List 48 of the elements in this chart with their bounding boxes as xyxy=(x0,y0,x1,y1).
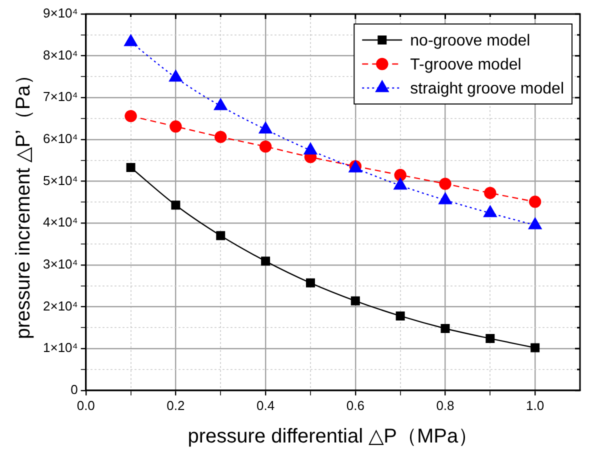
point xyxy=(486,334,495,344)
point xyxy=(259,140,272,153)
point xyxy=(350,296,360,306)
point xyxy=(394,178,407,190)
point xyxy=(216,231,226,240)
point xyxy=(126,163,136,172)
point xyxy=(440,324,450,333)
point xyxy=(214,98,228,110)
x-axis-title: pressure differential △P（MPa） xyxy=(188,426,478,448)
y-tick-label: 1×10⁴ xyxy=(42,340,78,356)
point xyxy=(439,178,452,190)
point xyxy=(171,200,180,210)
point xyxy=(396,311,405,320)
x-tick-label: 0.0 xyxy=(76,398,95,413)
x-tick-label: 0.4 xyxy=(256,398,275,413)
point xyxy=(261,256,270,266)
y-tick-label: 6×10⁴ xyxy=(42,131,78,146)
point xyxy=(483,205,497,218)
y-tick-label: 5×10⁴ xyxy=(42,172,78,188)
x-tick-label: 0.8 xyxy=(436,398,454,413)
x-tick-label: 0.6 xyxy=(346,398,364,413)
point xyxy=(306,278,315,288)
point xyxy=(124,110,137,122)
y-tick-label: 8×10⁴ xyxy=(42,47,78,62)
legend-label: T-groove model xyxy=(410,56,522,74)
point xyxy=(214,130,227,144)
point xyxy=(394,168,406,182)
legend-label: straight groove model xyxy=(410,80,564,98)
point xyxy=(258,122,272,134)
y-tick-label: 4×10⁴ xyxy=(42,214,78,230)
point xyxy=(170,120,182,133)
point xyxy=(124,34,138,46)
point xyxy=(438,192,452,204)
y-tick-label: 9×10⁴ xyxy=(42,6,78,21)
y-tick-label: 0 xyxy=(70,382,78,397)
point xyxy=(304,142,318,154)
x-tick-label: 0.2 xyxy=(166,398,185,413)
legend-label: no-groove model xyxy=(410,32,530,50)
point xyxy=(484,186,496,200)
y-tick-label: 2×10⁴ xyxy=(42,298,78,314)
point xyxy=(528,218,542,230)
y-tick-label: 3×10⁴ xyxy=(42,256,78,272)
point xyxy=(530,343,540,352)
point xyxy=(528,196,542,208)
y-axis-title: pressure increment △P’（Pa） xyxy=(12,65,35,340)
x-tick-label: 1.0 xyxy=(526,398,544,413)
point xyxy=(169,70,182,82)
y-tick-label: 7×10⁴ xyxy=(42,89,78,104)
